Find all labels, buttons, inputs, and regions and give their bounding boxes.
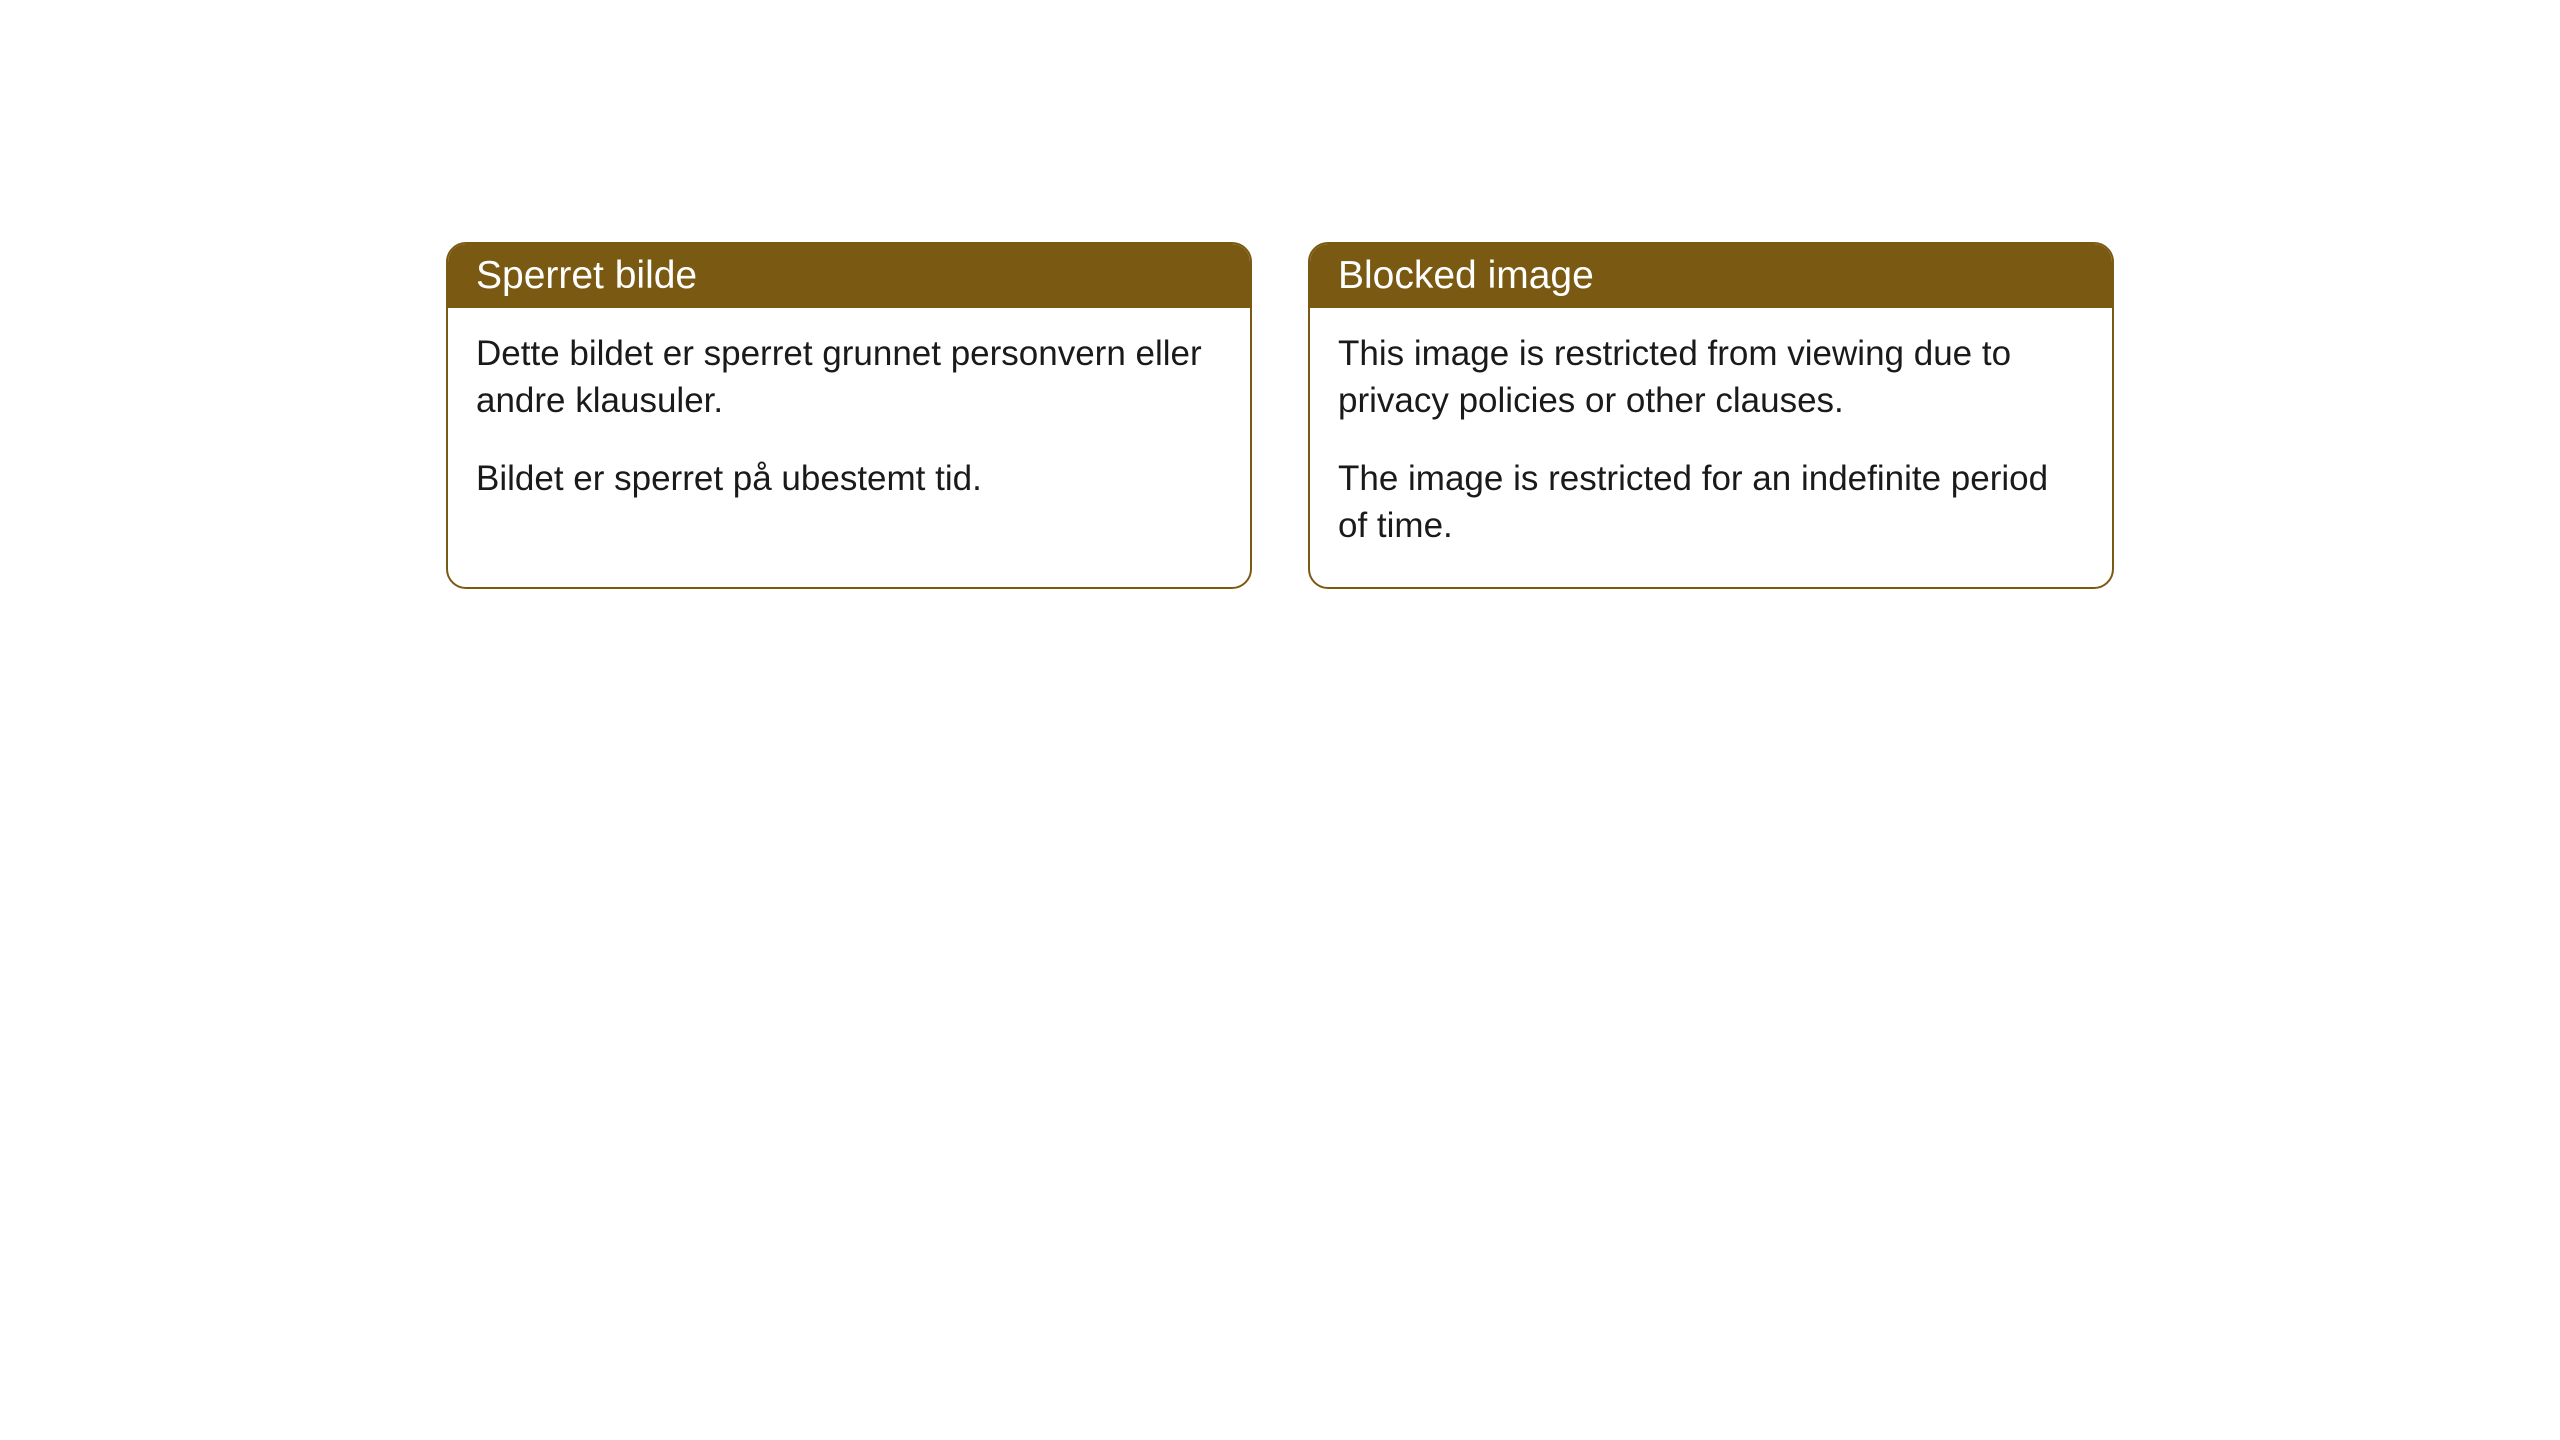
card-title: Sperret bilde [476,254,697,297]
card-header-english: Blocked image [1310,244,2112,308]
card-body-english: This image is restricted from viewing du… [1310,308,2112,587]
card-paragraph: Bildet er sperret på ubestemt tid. [476,455,1222,502]
notice-cards-container: Sperret bilde Dette bildet er sperret gr… [446,242,2114,589]
card-header-norwegian: Sperret bilde [448,244,1250,308]
card-paragraph: This image is restricted from viewing du… [1338,330,2084,425]
card-paragraph: The image is restricted for an indefinit… [1338,455,2084,550]
card-paragraph: Dette bildet er sperret grunnet personve… [476,330,1222,425]
notice-card-norwegian: Sperret bilde Dette bildet er sperret gr… [446,242,1252,589]
card-title: Blocked image [1338,254,1594,297]
card-body-norwegian: Dette bildet er sperret grunnet personve… [448,308,1250,540]
notice-card-english: Blocked image This image is restricted f… [1308,242,2114,589]
